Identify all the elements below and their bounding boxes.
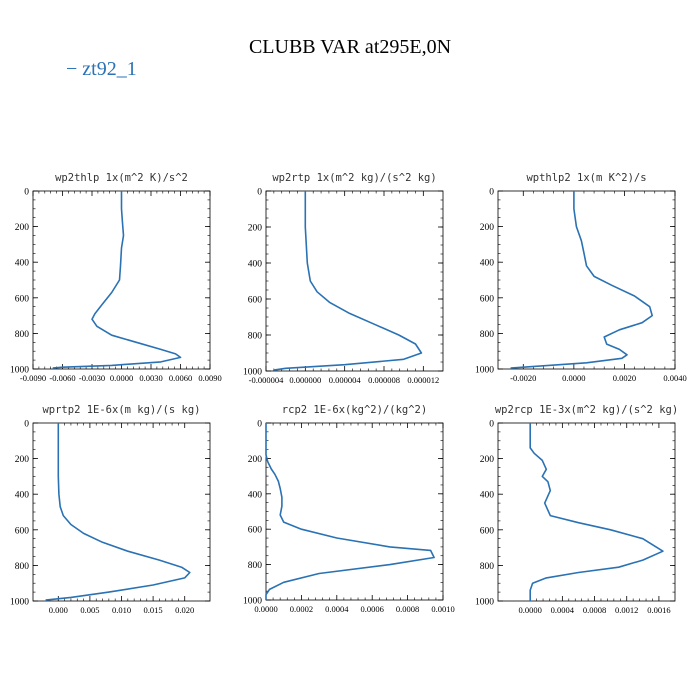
x-tick-label: -0.0090 xyxy=(20,373,46,383)
x-tick-label: 0.0008 xyxy=(583,605,606,615)
panel-4: wprtp2 1E-6x(m kg)/(s kg) 0 200 400 600 800 10… xyxy=(10,404,211,615)
panel-title: wprtp2 1E-6x(m kg)/(s kg) xyxy=(42,404,200,416)
panel-2: wp2rtp 1x(m^2 kg)/(s^2 kg) 0 200 400 600 800 1… xyxy=(243,172,444,385)
panel-1: wp2thlp 1x(m^2 K)/s^202004006008001000-0… xyxy=(10,172,222,383)
y-tick-label: 1000 xyxy=(243,368,262,378)
y-tick-label: 0 xyxy=(24,188,29,198)
y-tick-label: 600 xyxy=(480,294,495,304)
x-tick-label: 0.0040 xyxy=(663,373,686,383)
x-tick-label: 0.0000 xyxy=(254,604,277,614)
y-tick-label: 1000 xyxy=(10,366,29,376)
x-tick-label: -0.0020 xyxy=(510,373,536,383)
x-tick-label: -0.000004 xyxy=(249,375,284,385)
series-line xyxy=(273,191,423,371)
y-tick-label: 800 xyxy=(248,332,263,342)
y-tick-label: 400 xyxy=(15,259,30,269)
x-tick-label: 0.010 xyxy=(112,605,131,615)
series-line xyxy=(45,423,191,601)
figure-title: CLUBB VAR at295E,0N xyxy=(248,36,452,58)
y-tick-label: 200 xyxy=(480,455,495,465)
y-tick-label: 400 xyxy=(248,490,263,500)
y-tick-label: 600 xyxy=(248,296,263,306)
y-tick-label: 0 xyxy=(257,420,262,430)
y-tick-label: 800 xyxy=(480,330,495,340)
y-tick-label: 1000 xyxy=(10,598,29,608)
y-tick-label: 0 xyxy=(257,188,262,198)
x-tick-label: 0.0008 xyxy=(396,604,419,614)
y-tick-label: 800 xyxy=(248,561,263,571)
panel-title: wpthlp2 1x(m K^2)/s xyxy=(526,172,646,184)
series-line xyxy=(265,423,435,600)
y-tick-label: 1000 xyxy=(475,598,494,608)
x-tick-label: 0.0090 xyxy=(198,373,221,383)
x-tick-label: 0.0012 xyxy=(615,605,638,615)
x-tick-label: 0.0006 xyxy=(361,604,384,614)
panel-title: wp2rtp 1x(m^2 kg)/(s^2 kg) xyxy=(272,172,436,184)
y-tick-label: 200 xyxy=(248,224,263,234)
y-tick-label: 1000 xyxy=(243,597,262,607)
panel-5: rcp2 1E-6x(kg^2)/(kg^2) 0 200 400 600 800 1000… xyxy=(243,404,455,614)
x-tick-label: -0.0060 xyxy=(49,373,75,383)
x-tick-label: 0.0002 xyxy=(290,604,313,614)
x-tick-label: 0.0004 xyxy=(551,605,575,615)
x-tick-label: 0.000012 xyxy=(407,375,439,385)
x-tick-label: 0.0000 xyxy=(518,605,541,615)
series-line xyxy=(510,191,654,369)
x-tick-label: 0.0020 xyxy=(613,373,636,383)
y-tick-label: 400 xyxy=(480,491,495,501)
x-tick-label: 0.0030 xyxy=(139,373,162,383)
series-line xyxy=(529,423,664,601)
plot-frame xyxy=(265,422,444,601)
x-tick-label: -0.0030 xyxy=(79,373,105,383)
x-tick-label: 0.000 xyxy=(49,605,68,615)
y-tick-label: 0 xyxy=(489,420,494,430)
y-tick-label: 200 xyxy=(15,223,30,233)
panel-title: rcp2 1E-6x(kg^2)/(kg^2) xyxy=(282,404,427,416)
plot-frame xyxy=(497,190,676,370)
x-tick-label: 0.000004 xyxy=(329,375,362,385)
y-tick-label: 600 xyxy=(15,526,30,536)
x-tick-label: 0.000000 xyxy=(289,375,321,385)
series-line xyxy=(52,191,182,369)
x-tick-label: 0.000008 xyxy=(368,375,400,385)
y-tick-label: 400 xyxy=(15,491,30,501)
y-tick-label: 0 xyxy=(24,420,29,430)
panel-title: wp2rcp 1E-3x(m^2 kg)/(s^2 kg) xyxy=(495,404,678,416)
y-tick-label: 800 xyxy=(480,562,495,572)
panel-3: wpthlp2 1x(m K^2)/s 0 200 400 600 800 1000 -0.0… xyxy=(475,172,687,383)
x-tick-label: 0.0000 xyxy=(110,373,133,383)
legend-entry: − zt92_1 xyxy=(66,58,137,80)
plot-frame xyxy=(497,422,676,602)
x-tick-label: 0.005 xyxy=(80,605,99,615)
y-tick-label: 800 xyxy=(15,330,30,340)
y-tick-label: 200 xyxy=(480,223,495,233)
y-tick-label: 400 xyxy=(248,260,263,270)
x-tick-label: 0.015 xyxy=(144,605,163,615)
x-tick-label: 0.0004 xyxy=(325,604,349,614)
y-tick-label: 600 xyxy=(15,294,30,304)
y-tick-label: 600 xyxy=(480,526,495,536)
y-tick-label: 200 xyxy=(15,455,30,465)
y-tick-label: 400 xyxy=(480,259,495,269)
y-tick-label: 1000 xyxy=(475,366,494,376)
y-tick-label: 0 xyxy=(489,188,494,198)
panel-6: wp2rcp 1E-3x(m^2 kg)/(s^2 kg)0 200 400 600 8… xyxy=(475,404,678,615)
x-tick-label: 0.0010 xyxy=(431,604,454,614)
y-tick-label: 600 xyxy=(248,526,263,536)
x-tick-label: 0.0000 xyxy=(562,373,585,383)
y-tick-label: 200 xyxy=(248,455,263,465)
plot-frame xyxy=(32,422,211,602)
x-tick-label: 0.020 xyxy=(175,605,194,615)
x-tick-label: 0.0060 xyxy=(169,373,192,383)
y-tick-label: 800 xyxy=(15,562,30,572)
x-tick-label: 0.0016 xyxy=(647,605,670,615)
panel-title: wp2thlp 1x(m^2 K)/s^2 xyxy=(55,172,188,184)
